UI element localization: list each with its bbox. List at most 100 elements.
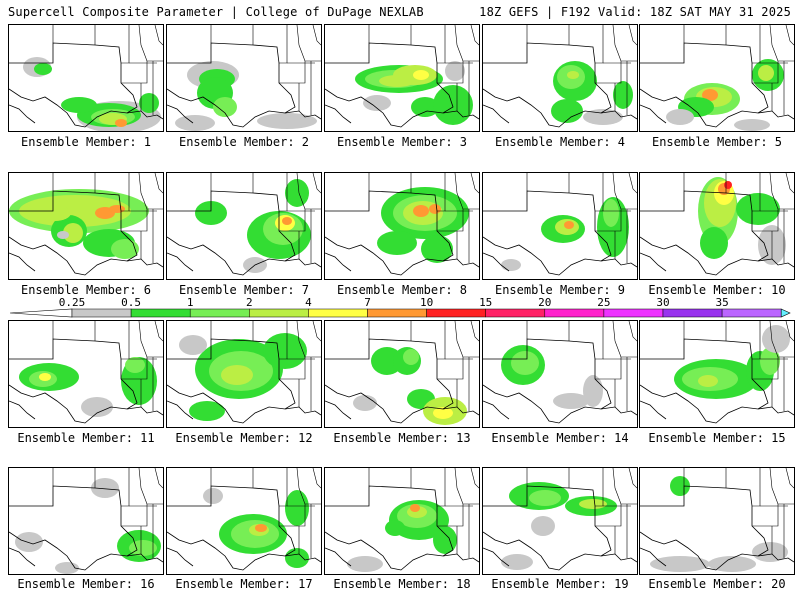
scp-contour — [195, 201, 227, 225]
colorbar-segment — [544, 308, 605, 318]
scp-contour — [760, 347, 780, 375]
member-caption: Ensemble Member: 4 — [494, 135, 626, 149]
scp-contour — [752, 542, 788, 562]
scp-contour — [15, 532, 43, 552]
scp-contour — [125, 357, 145, 373]
scp-map — [167, 468, 321, 571]
scp-contour — [579, 499, 607, 509]
scp-contour — [650, 556, 710, 572]
scp-contour — [61, 97, 97, 113]
scp-contour — [39, 373, 51, 381]
colorbar-tick-label: 0.5 — [121, 296, 142, 309]
scp-contour — [213, 97, 237, 117]
scp-contour — [583, 109, 623, 125]
member-caption: Ensemble Member: 14 — [491, 431, 629, 445]
scp-map — [325, 468, 479, 572]
ensemble-panel-17 — [166, 467, 322, 575]
scp-contour — [221, 365, 253, 385]
scp-contour — [603, 199, 619, 227]
colorbar-tick-label: 25 — [597, 296, 611, 309]
colorbar — [8, 297, 792, 321]
run-info: 18Z GEFS | F192 Valid: 18Z SAT MAY 31 20… — [479, 5, 791, 19]
scp-contour — [501, 259, 521, 271]
scp-contour — [111, 239, 139, 259]
scp-contour — [429, 204, 441, 214]
scp-contour — [115, 119, 127, 127]
scp-contour — [564, 221, 574, 229]
colorbar-segment — [189, 308, 250, 318]
scp-contour — [385, 520, 405, 536]
member-caption: Ensemble Member: 9 — [494, 283, 626, 297]
ensemble-panel-5 — [639, 24, 795, 132]
member-caption: Ensemble Member: 8 — [336, 283, 468, 297]
ensemble-panel-14 — [482, 320, 638, 428]
member-caption: Ensemble Member: 20 — [648, 577, 786, 591]
scp-contour — [413, 70, 429, 80]
member-caption: Ensemble Member: 6 — [20, 283, 152, 297]
scp-contour — [433, 526, 457, 554]
state-boundaries — [483, 321, 637, 424]
colorbar-tick-label: 10 — [419, 296, 434, 309]
scp-contour — [666, 109, 694, 125]
scp-contour — [81, 397, 113, 417]
scp-contour — [347, 556, 383, 572]
ensemble-panel-13 — [324, 320, 480, 428]
colorbar-segment — [71, 308, 132, 318]
colorbar-tick-label: 4 — [305, 296, 312, 309]
scp-contour — [583, 375, 603, 407]
scp-contour — [363, 95, 391, 111]
colorbar-graphic — [9, 308, 791, 318]
scp-contour — [109, 205, 125, 213]
scp-contour — [255, 524, 267, 532]
scp-map — [483, 321, 637, 424]
scp-map — [640, 173, 794, 276]
colorbar-low-arrow — [9, 308, 73, 318]
scp-contour — [433, 85, 473, 125]
ensemble-panel-2 — [166, 24, 322, 132]
member-caption: Ensemble Member: 10 — [648, 283, 786, 297]
scp-contour — [734, 119, 770, 131]
ensemble-panel-8 — [324, 172, 480, 280]
state-boundaries — [9, 468, 163, 571]
scp-contour — [700, 227, 728, 259]
member-caption: Ensemble Member: 7 — [178, 283, 310, 297]
state-boundaries — [167, 173, 321, 276]
ensemble-panel-16 — [8, 467, 164, 575]
colorbar-tick-label: 2 — [245, 296, 253, 309]
scp-contour — [511, 351, 539, 375]
member-caption: Ensemble Member: 1 — [20, 135, 152, 149]
scp-contour — [553, 393, 589, 409]
state-boundaries — [325, 25, 479, 128]
ensemble-panel-12 — [166, 320, 322, 428]
state-boundaries — [9, 321, 163, 424]
ensemble-panel-4 — [482, 24, 638, 132]
member-caption: Ensemble Member: 11 — [17, 431, 155, 445]
scp-map — [640, 468, 794, 572]
scp-contour — [433, 407, 453, 419]
state-boundaries — [483, 468, 637, 571]
member-caption: Ensemble Member: 5 — [651, 135, 783, 149]
scp-contour — [551, 99, 583, 123]
scp-map — [325, 25, 479, 128]
member-caption: Ensemble Member: 2 — [178, 135, 310, 149]
scp-contour — [403, 349, 419, 365]
member-caption: Ensemble Member: 3 — [336, 135, 468, 149]
state-boundaries — [167, 468, 321, 571]
scp-contour — [736, 193, 780, 225]
scp-map — [325, 321, 479, 425]
state-boundaries — [640, 173, 794, 276]
scp-contour — [698, 375, 718, 387]
ensemble-panel-18 — [324, 467, 480, 575]
state-boundaries — [167, 25, 321, 128]
ensemble-panel-9 — [482, 172, 638, 280]
scp-contour — [670, 476, 690, 496]
scp-contour — [377, 231, 417, 255]
colorbar-segment — [308, 308, 368, 318]
state-boundaries — [325, 173, 479, 276]
scp-contour — [567, 71, 579, 79]
colorbar-labels: 0.25 0.5 1 2 4 7 10 15 20 25 30 35 — [0, 0, 800, 309]
member-caption: Ensemble Member: 15 — [648, 431, 786, 445]
colorbar-tick-label: 30 — [656, 296, 670, 309]
scp-map — [167, 173, 321, 276]
colorbar-segment — [249, 308, 309, 318]
